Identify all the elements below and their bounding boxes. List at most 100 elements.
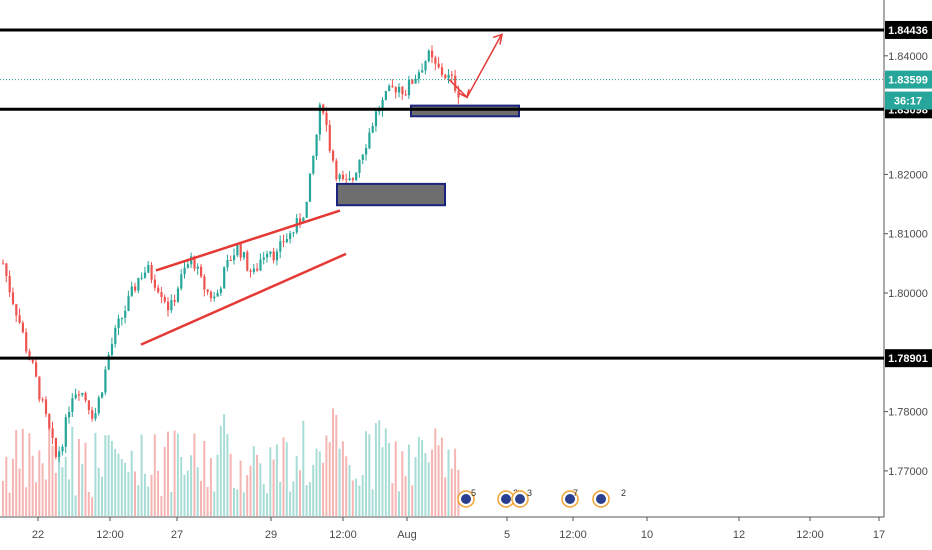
candle-body [2,263,5,265]
volume-bar [94,432,97,516]
candle-body [200,266,203,277]
volume-bar [249,465,252,516]
current-price-label[interactable]: 1.83599 [888,75,928,87]
candle-body [351,178,354,181]
candle-body [414,78,417,84]
candle-body [176,288,180,302]
projection-arrowhead [492,33,503,45]
candle-body [140,277,143,279]
flag-icon [515,494,525,504]
candle-body [134,286,137,291]
candle-body [94,413,97,419]
volume-bar [71,426,74,516]
candle-body [51,428,54,438]
candle-body [180,274,183,289]
candle-body [328,124,331,151]
volume-bar [374,423,377,516]
volume-bar [18,468,21,516]
y-tick-label: 1.81000 [888,229,928,241]
volume-bar [384,428,387,516]
candle-body [147,264,150,273]
channel-lower-line[interactable] [140,252,347,346]
candle-body [203,276,206,290]
flag-icon [461,494,471,504]
volume-bar [332,408,334,516]
demand-zone-upper[interactable] [410,104,520,118]
volume-bar [206,487,209,516]
candle-body [454,75,457,91]
volume-bar [101,476,103,516]
candle-body [437,63,440,68]
candle-body [117,318,120,329]
volume-bar [186,470,189,516]
x-tick-label: 27 [171,529,183,541]
projection-arrowhead [458,89,470,99]
candle-body [285,239,288,243]
volume-bar [163,446,166,516]
candle-body [401,86,404,95]
volume-bar [431,449,433,516]
volume-bar [223,414,226,516]
candle-body [44,399,48,415]
volume-bar [170,491,173,516]
volume-bar [229,453,232,516]
volume-bar [143,473,146,516]
x-tick-label: 12:00 [559,529,587,541]
volume-bar [236,489,239,516]
volume-bars [2,408,460,516]
candle-body [282,241,285,243]
volume-bar [130,450,133,516]
candle-body [302,217,305,224]
candle-body [35,362,38,377]
candle-body [18,315,21,323]
candle-body [160,292,163,297]
candle-body [41,399,44,401]
volume-bar [394,441,397,516]
volume-bar [110,440,113,516]
candle-body [183,267,186,275]
candle-body [74,394,77,399]
volume-bar [345,456,348,516]
candle-body [28,351,31,360]
volume-bar [216,454,219,516]
volume-bar [134,471,136,516]
axes[interactable]: 1.84000 1.82000 1.81000 1.80000 1.78000 1.770… [32,51,928,541]
candle-body [249,270,252,272]
candle-body [378,110,381,112]
candle-body [91,410,94,419]
volume-bar [398,491,400,516]
level-label[interactable]: 1.78901 [888,353,928,365]
x-tick-label: 12:00 [96,529,124,541]
volume-bar [84,442,87,516]
volume-bar [190,455,193,516]
volume-bar [242,492,245,516]
candle-body [417,72,420,79]
volume-bar [41,463,44,516]
volume-bar [160,495,163,516]
candle-body [374,111,378,127]
candle-body [447,74,450,79]
drawings [140,33,520,346]
volume-bar [150,474,153,516]
volume-bar [153,434,156,516]
countdown-box [885,91,932,110]
y-tick-label: 1.80000 [888,288,928,300]
volume-bar [176,433,179,516]
candle-body [252,268,255,272]
volume-bar [450,468,453,516]
candle-body [143,272,147,278]
x-tick-label: 5 [504,529,510,541]
level-label[interactable]: 1.84436 [888,25,928,37]
candle-body [262,257,265,260]
candle-body [318,104,321,135]
event-markers[interactable]: 52372 [457,488,626,508]
y-tick-label: 1.78000 [888,407,928,419]
candle-body [71,398,74,413]
channel-upper-line[interactable] [155,209,341,272]
demand-zone-lower[interactable] [336,182,446,207]
volume-bar [87,491,90,516]
x-tick-label: 12:00 [329,529,357,541]
